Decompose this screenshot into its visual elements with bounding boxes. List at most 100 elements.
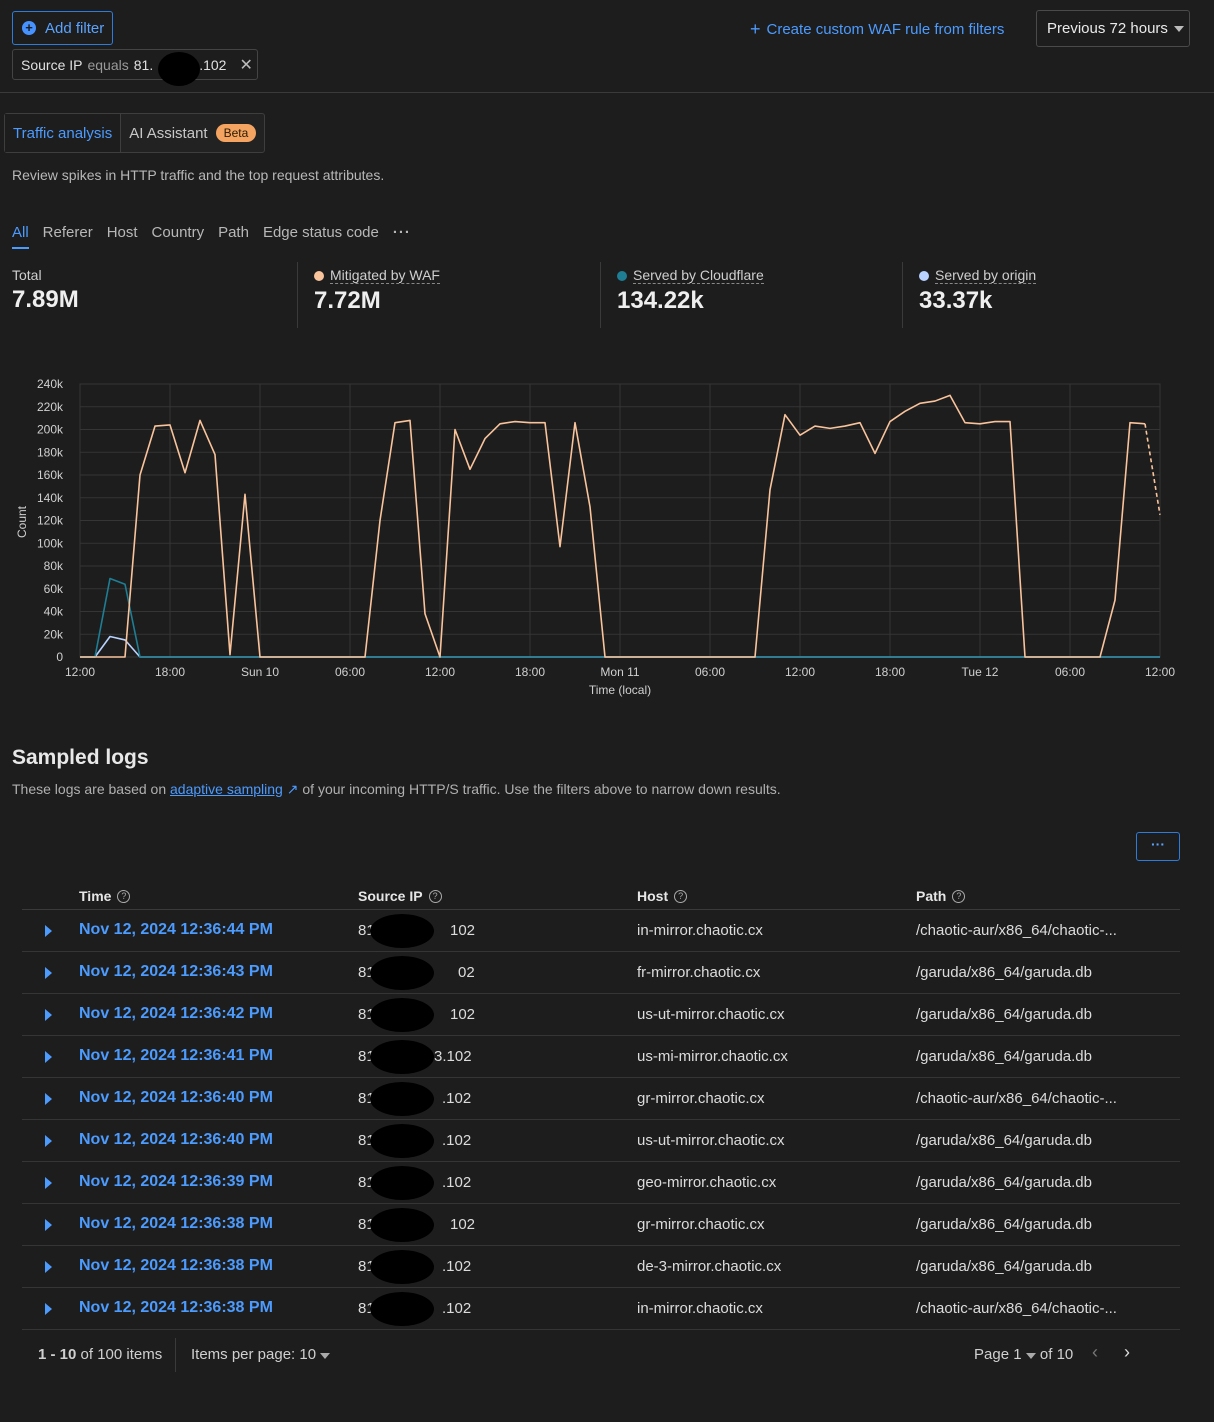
help-icon[interactable]: ? [952,889,966,903]
analysis-tabs: Traffic analysis AI Assistant Beta [4,113,266,153]
subtab-country[interactable]: Country [151,224,205,241]
chevron-down-icon[interactable] [1025,1353,1036,1359]
stat-cloudflare-label[interactable]: Served by Cloudflare [633,267,764,284]
row-time[interactable]: Nov 12, 2024 12:36:38 PM [79,1215,273,1232]
redaction-blot [370,1166,434,1200]
expand-icon[interactable] [45,1093,52,1105]
table-row[interactable]: Nov 12, 2024 12:36:38 PM 81. .102 de-3-mirr… [22,1246,1180,1288]
close-icon[interactable]: ✕ [239,56,253,74]
y-axis-ticks: 0 20k 40k 60k 80k 100k 120k 140k 160k 180k 200k 220… [37,377,64,664]
expand-icon[interactable] [45,1177,52,1189]
external-link-icon[interactable]: ↗ [286,781,299,797]
mitigated-dot [314,270,324,281]
expand-icon[interactable] [45,1261,52,1273]
desc-after: of your incoming HTTP/S traffic. Use the… [302,781,781,797]
filter-operator: equals [87,56,129,73]
row-time[interactable]: Nov 12, 2024 12:36:39 PM [79,1173,273,1190]
row-time[interactable]: Nov 12, 2024 12:36:42 PM [79,1005,273,1022]
subtab-all[interactable]: All [12,224,29,249]
prev-page-button[interactable]: ‹ [1092,1342,1098,1362]
per-page-label: Items per page: [191,1346,296,1363]
row-ip-suffix: .102 [442,1300,472,1317]
row-ip-suffix: .102 [442,1132,472,1149]
stat-origin-label[interactable]: Served by origin [935,267,1037,284]
row-path: /garuda/x86_64/garuda.db [916,1174,1092,1191]
page-description: Review spikes in HTTP traffic and the to… [12,167,385,183]
x-tick-label: 12:00 [65,665,95,679]
divider [297,262,298,328]
more-icon[interactable]: ··· [392,224,411,241]
table-row[interactable]: Nov 12, 2024 12:36:41 PM 81 3.102 us-mi-mir… [22,1036,1180,1078]
add-filter-button[interactable]: + Add filter [12,11,113,45]
table-options-button[interactable]: ··· [1136,832,1180,861]
expand-icon[interactable] [45,1009,52,1021]
table-row[interactable]: Nov 12, 2024 12:36:43 PM 81 02 fr-mirror.ch… [22,952,1180,994]
add-filter-label: Add filter [45,19,105,37]
filter-value-prefix: 81. [133,56,154,73]
help-icon[interactable]: ? [117,889,131,903]
row-ip-suffix: 102 [450,1216,476,1233]
row-time[interactable]: Nov 12, 2024 12:36:40 PM [79,1131,273,1148]
table-row[interactable]: Nov 12, 2024 12:36:44 PM 81 102 in-mirror.c… [22,910,1180,952]
stat-mitigated-value: 7.72M [314,287,381,314]
tab-ai-assistant[interactable]: AI Assistant Beta [120,114,264,152]
chart-grid [79,383,1161,658]
row-time[interactable]: Nov 12, 2024 12:36:44 PM [79,921,273,938]
row-path: /garuda/x86_64/garuda.db [916,1216,1092,1233]
expand-icon[interactable] [45,1303,52,1315]
create-waf-rule-label: Create custom WAF rule from filters [766,21,1005,38]
expand-icon[interactable] [45,1135,52,1147]
tab-traffic-analysis[interactable]: Traffic analysis [5,114,121,152]
stat-mitigated-label[interactable]: Mitigated by WAF [330,267,440,284]
row-host: fr-mirror.chaotic.cx [637,964,761,981]
x-tick-label: 06:00 [1055,665,1085,679]
expand-icon[interactable] [45,925,52,937]
redaction-blot [370,1250,434,1284]
create-waf-rule-link[interactable]: + Create custom WAF rule from filters [750,19,1004,40]
row-time[interactable]: Nov 12, 2024 12:36:43 PM [79,963,273,980]
col-host-label: Host [637,888,669,904]
expand-icon[interactable] [45,1051,52,1063]
row-host: gr-mirror.chaotic.cx [637,1216,765,1233]
filter-chip-source-ip[interactable]: Source IP equals 81. .102 ✕ [12,49,258,86]
desc-before: These logs are based on [12,781,167,797]
traffic-chart: 0 20k 40k 60k 80k 100k 120k 140k 160k 180k 200k 220… [15,377,1175,697]
x-tick-label: 18:00 [875,665,905,679]
expand-icon[interactable] [45,1219,52,1231]
expand-icon[interactable] [45,967,52,979]
origin-dot [919,270,929,281]
redaction-blot [370,1040,434,1074]
next-page-button[interactable]: › [1124,1342,1130,1362]
page-label: Page [974,1346,1010,1363]
table-row[interactable]: Nov 12, 2024 12:36:40 PM 81. .102 gr-mirror… [22,1078,1180,1120]
table-row[interactable]: Nov 12, 2024 12:36:42 PM 81. 102 us-ut-mirr… [22,994,1180,1036]
per-page-select[interactable]: 10 [299,1346,317,1363]
redaction-blot [158,52,200,86]
table-row[interactable]: Nov 12, 2024 12:36:40 PM 81.102 us-ut-mirr… [22,1120,1180,1162]
adaptive-sampling-link[interactable]: adaptive sampling [170,781,283,797]
plus-icon: + [750,19,761,39]
table-row[interactable]: Nov 12, 2024 12:36:39 PM 81.102 geo-mirror… [22,1162,1180,1204]
page-number[interactable]: 1 [1013,1346,1022,1363]
col-path: Path? [916,888,966,904]
row-time[interactable]: Nov 12, 2024 12:36:41 PM [79,1047,273,1064]
help-icon[interactable]: ? [674,889,688,903]
stat-total-label: Total [12,267,42,283]
stat-total: Total 7.89M [12,262,79,328]
subtab-host[interactable]: Host [106,224,138,241]
help-icon[interactable]: ? [428,889,442,903]
y-tick-label: 0 [56,650,63,664]
chevron-down-icon[interactable] [320,1353,331,1359]
time-range-select[interactable]: Previous 72 hours [1036,10,1190,47]
table-row[interactable]: Nov 12, 2024 12:36:38 PM 81 102 gr-mirror.c… [22,1204,1180,1246]
row-time[interactable]: Nov 12, 2024 12:36:38 PM [79,1257,273,1274]
row-host: geo-mirror.chaotic.cx [637,1174,777,1191]
row-time[interactable]: Nov 12, 2024 12:36:40 PM [79,1089,273,1106]
row-host: in-mirror.chaotic.cx [637,922,763,939]
subtab-path[interactable]: Path [218,224,249,241]
table-row[interactable]: Nov 12, 2024 12:36:38 PM 81.102 in-mirror.… [22,1288,1180,1330]
row-time[interactable]: Nov 12, 2024 12:36:38 PM [79,1299,273,1316]
subtab-edge-status[interactable]: Edge status code [262,224,379,241]
subtab-referer[interactable]: Referer [42,224,93,241]
row-path: /garuda/x86_64/garuda.db [916,1132,1092,1149]
